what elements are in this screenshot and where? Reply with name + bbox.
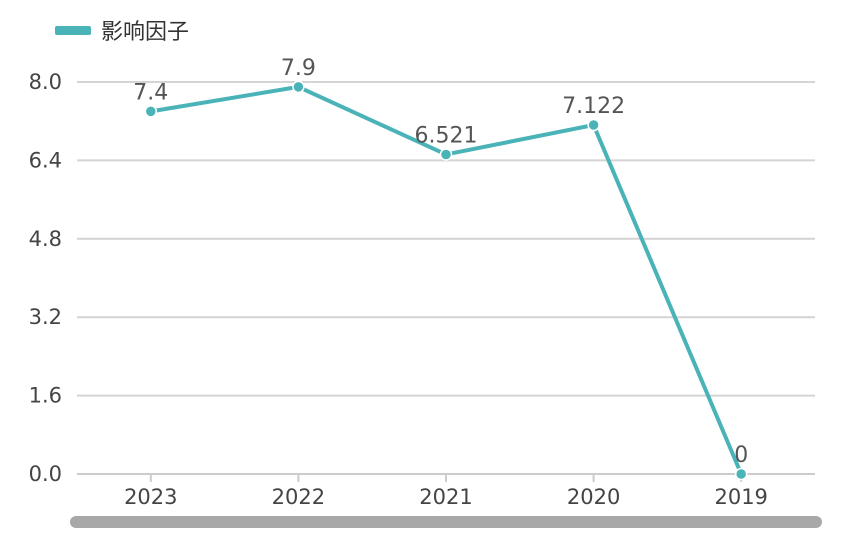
y-tick-label: 1.6 [29, 384, 62, 408]
y-tick-label: 6.4 [29, 148, 62, 172]
y-axis-ticks: 0.0 1.6 3.2 4.8 6.4 8.0 [29, 70, 62, 486]
x-tick-label: 2021 [419, 485, 472, 509]
y-tick-label: 4.8 [29, 227, 62, 251]
legend-swatch [55, 26, 91, 35]
bottom-scrollbar[interactable] [70, 516, 822, 528]
data-labels: 7.4 7.9 6.521 7.122 0 [133, 56, 748, 468]
data-label: 7.9 [281, 56, 316, 81]
x-tick-label: 2020 [567, 485, 620, 509]
y-tick-label: 8.0 [29, 70, 62, 94]
data-point [439, 148, 453, 161]
data-label: 0 [734, 443, 748, 468]
data-label: 6.521 [415, 123, 478, 148]
series [144, 80, 748, 481]
legend-label: 影响因子 [101, 20, 189, 45]
y-tick-label: 3.2 [29, 305, 62, 329]
data-point [144, 105, 158, 118]
x-axis-ticks: 2023 2022 2021 2020 2019 [124, 474, 768, 509]
data-point [734, 467, 748, 481]
data-point [587, 118, 600, 132]
x-tick-label: 2023 [124, 485, 177, 509]
data-label: 7.4 [133, 80, 168, 105]
data-point [292, 80, 305, 94]
legend: 影响因子 [55, 20, 189, 45]
y-tick-label: 0.0 [29, 462, 62, 486]
data-label: 7.122 [562, 94, 625, 119]
x-tick-label: 2019 [714, 485, 767, 509]
x-tick-label: 2022 [272, 485, 325, 509]
